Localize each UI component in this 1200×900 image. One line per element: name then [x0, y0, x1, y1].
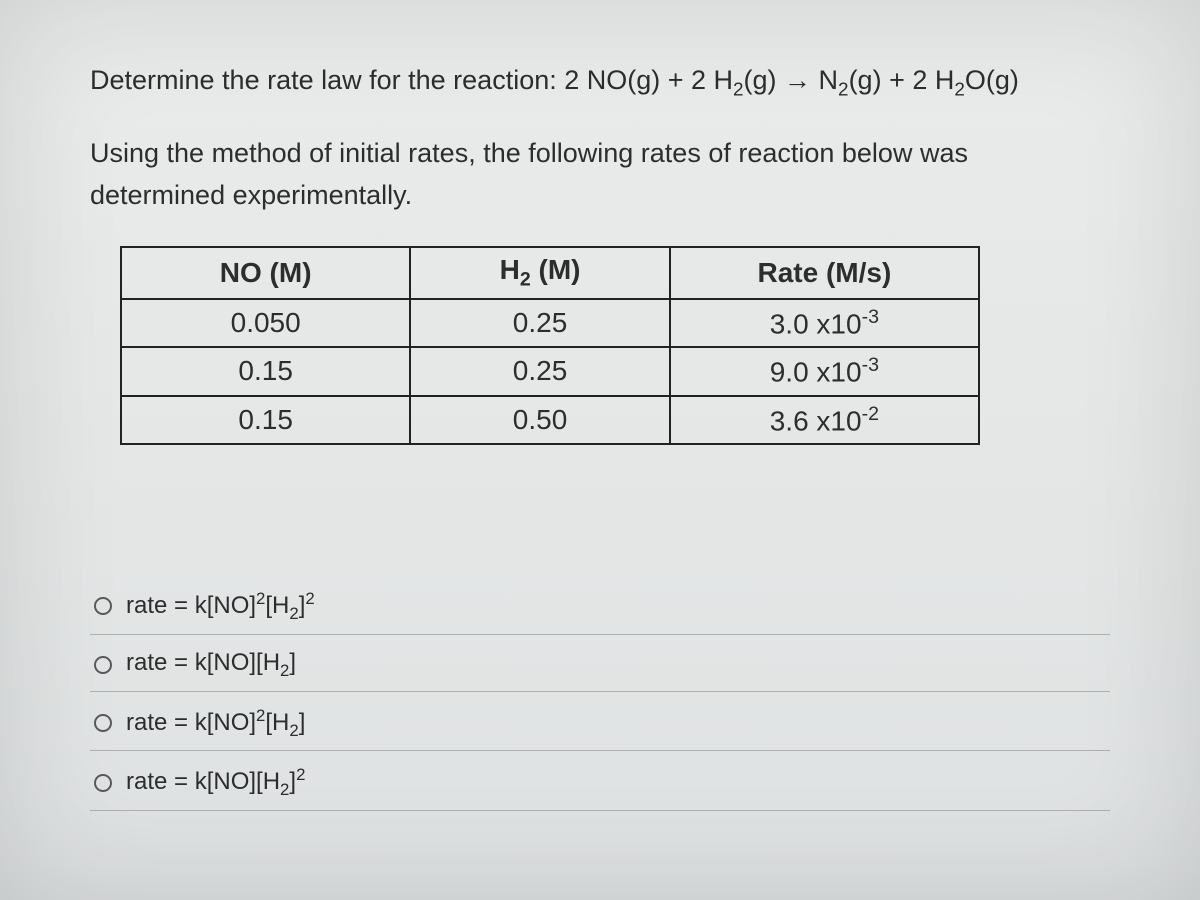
cell-h2: 0.25: [410, 347, 669, 395]
table-row: 0.15 0.50 3.6 x10-2: [121, 396, 979, 444]
cell-no: 0.15: [121, 396, 410, 444]
quiz-page: Determine the rate law for the reaction:…: [0, 0, 1200, 900]
table-row: 0.050 0.25 3.0 x10-3: [121, 299, 979, 347]
cell-no: 0.050: [121, 299, 410, 347]
radio-icon[interactable]: [94, 656, 112, 674]
option-label: rate = k[NO]2[H2]: [126, 706, 305, 741]
answer-option-3[interactable]: rate = k[NO]2[H2]: [90, 692, 1110, 752]
option-label: rate = k[NO]2[H2]2: [126, 589, 315, 624]
instruction-text: Using the method of initial rates, the f…: [90, 133, 1110, 217]
data-table: NO (M) H2 (M) Rate (M/s) 0.050 0.25 3.0 …: [120, 246, 980, 445]
radio-icon[interactable]: [94, 774, 112, 792]
answer-option-2[interactable]: rate = k[NO][H2]: [90, 635, 1110, 692]
cell-rate: 3.6 x10-2: [670, 396, 979, 444]
cell-h2: 0.50: [410, 396, 669, 444]
table-header-row: NO (M) H2 (M) Rate (M/s): [121, 247, 979, 299]
question-text: Determine the rate law for the reaction:…: [90, 60, 1110, 105]
cell-no: 0.15: [121, 347, 410, 395]
answer-options: rate = k[NO]2[H2]2 rate = k[NO][H2] rate…: [90, 575, 1110, 811]
col-header-h2: H2 (M): [410, 247, 669, 299]
radio-icon[interactable]: [94, 714, 112, 732]
col-header-no: NO (M): [121, 247, 410, 299]
option-label: rate = k[NO][H2]: [126, 649, 296, 681]
cell-rate: 3.0 x10-3: [670, 299, 979, 347]
cell-h2: 0.25: [410, 299, 669, 347]
answer-option-1[interactable]: rate = k[NO]2[H2]2: [90, 575, 1110, 635]
option-label: rate = k[NO][H2]2: [126, 765, 305, 800]
answer-option-4[interactable]: rate = k[NO][H2]2: [90, 751, 1110, 811]
table-row: 0.15 0.25 9.0 x10-3: [121, 347, 979, 395]
cell-rate: 9.0 x10-3: [670, 347, 979, 395]
col-header-rate: Rate (M/s): [670, 247, 979, 299]
radio-icon[interactable]: [94, 597, 112, 615]
